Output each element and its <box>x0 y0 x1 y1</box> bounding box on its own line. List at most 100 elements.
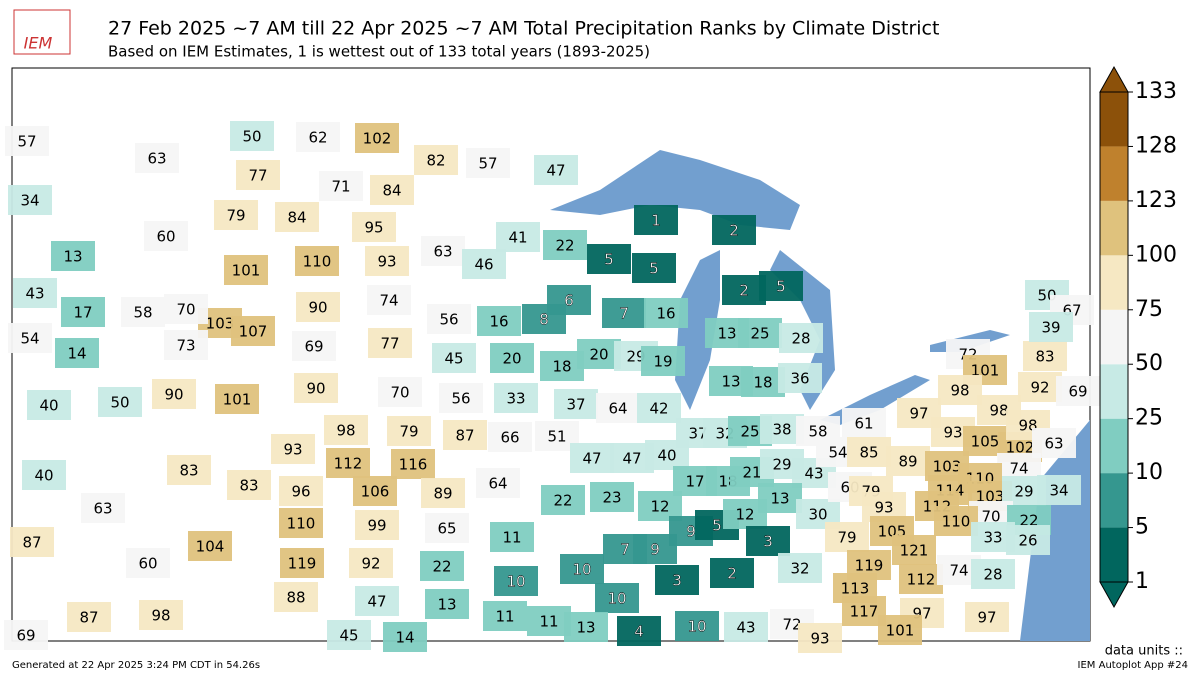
district-label: 79 <box>226 207 245 225</box>
district <box>425 513 469 543</box>
district <box>724 612 768 642</box>
district-label: 45 <box>444 350 463 368</box>
colorbar-segment <box>1100 473 1128 528</box>
colorbar-tick-label: 100 <box>1135 242 1177 267</box>
district-label: 16 <box>656 305 675 323</box>
district <box>490 343 534 373</box>
district <box>541 485 585 515</box>
district <box>477 306 521 336</box>
district-label: 88 <box>286 589 305 607</box>
district <box>965 602 1009 632</box>
district <box>432 343 476 373</box>
colorbar-tick-label: 133 <box>1135 79 1177 104</box>
district <box>443 420 487 450</box>
title: 27 Feb 2025 ~7 AM till 22 Apr 2025 ~7 AM… <box>108 18 939 40</box>
units: data units :: <box>1105 644 1183 659</box>
district-label: 85 <box>859 444 878 462</box>
district-label: 63 <box>433 243 452 261</box>
district <box>494 566 538 596</box>
district <box>280 548 324 578</box>
district-label: 74 <box>379 292 398 310</box>
district-label: 54 <box>828 444 847 462</box>
district-label: 98 <box>950 382 969 400</box>
district <box>227 470 271 500</box>
district <box>602 298 646 328</box>
colorbar-tick-label: 123 <box>1135 188 1177 213</box>
district <box>1037 475 1081 505</box>
district-label: 30 <box>808 506 827 524</box>
district <box>738 318 782 348</box>
district <box>1029 312 1073 342</box>
district-label: 101 <box>886 622 915 640</box>
district-label: 62 <box>308 129 327 147</box>
district-label: 37 <box>566 396 585 414</box>
district <box>274 582 318 612</box>
district-label: 82 <box>426 152 445 170</box>
district <box>476 468 520 498</box>
district <box>420 551 464 581</box>
district-label: 20 <box>502 350 521 368</box>
lake-michigan <box>675 250 720 410</box>
district-label: 93 <box>874 499 893 517</box>
district-label: 103 <box>933 458 962 476</box>
district <box>746 526 790 556</box>
district <box>387 416 431 446</box>
district-label: 57 <box>17 133 36 151</box>
district-label: 20 <box>589 346 608 364</box>
district <box>98 387 142 417</box>
district <box>164 294 208 324</box>
logo-box <box>13 9 71 55</box>
district <box>188 531 232 561</box>
district <box>634 205 678 235</box>
district-label: 119 <box>288 555 317 573</box>
district <box>466 148 510 178</box>
district-label: 4 <box>634 623 644 641</box>
district-label: 102 <box>363 130 392 148</box>
district <box>414 145 458 175</box>
district-label: 17 <box>685 473 704 491</box>
district <box>971 559 1015 589</box>
district <box>759 271 803 301</box>
district-label: 77 <box>248 167 267 185</box>
district-label: 6 <box>564 292 574 310</box>
district <box>81 493 125 523</box>
district <box>365 246 409 276</box>
district-label: 43 <box>25 285 44 303</box>
district <box>595 583 639 613</box>
district-label: 74 <box>1009 460 1028 478</box>
district-label: 2 <box>729 222 739 240</box>
district <box>644 298 688 328</box>
district <box>596 393 640 423</box>
district <box>353 476 397 506</box>
district-label: 79 <box>399 423 418 441</box>
district-label: 97 <box>909 405 928 423</box>
district-label: 47 <box>622 450 641 468</box>
district-label: 40 <box>34 467 53 485</box>
subtitle: Based on IEM Estimates, 1 is wettest out… <box>108 43 650 61</box>
district-label: 39 <box>1041 319 1060 337</box>
district <box>13 278 57 308</box>
district <box>10 527 54 557</box>
district <box>527 606 571 636</box>
district-label: 25 <box>750 325 769 343</box>
district-label: 89 <box>898 453 917 471</box>
district-label: 13 <box>717 325 736 343</box>
district <box>5 126 49 156</box>
district-label: 8 <box>539 311 549 329</box>
district-label: 45 <box>339 627 358 645</box>
district <box>641 346 685 376</box>
district-label: 3 <box>672 572 682 590</box>
logo: IEM <box>24 34 53 53</box>
district-label: 92 <box>361 555 380 573</box>
district-label: 16 <box>489 313 508 331</box>
district-label: 90 <box>306 380 325 398</box>
district-label: 7 <box>620 541 630 559</box>
district-label: 47 <box>582 450 601 468</box>
district-label: 92 <box>1030 379 1049 397</box>
district <box>617 616 661 646</box>
district <box>27 390 71 420</box>
district-label: 5 <box>776 278 786 296</box>
district-label: 12 <box>650 498 669 516</box>
district <box>560 554 604 584</box>
